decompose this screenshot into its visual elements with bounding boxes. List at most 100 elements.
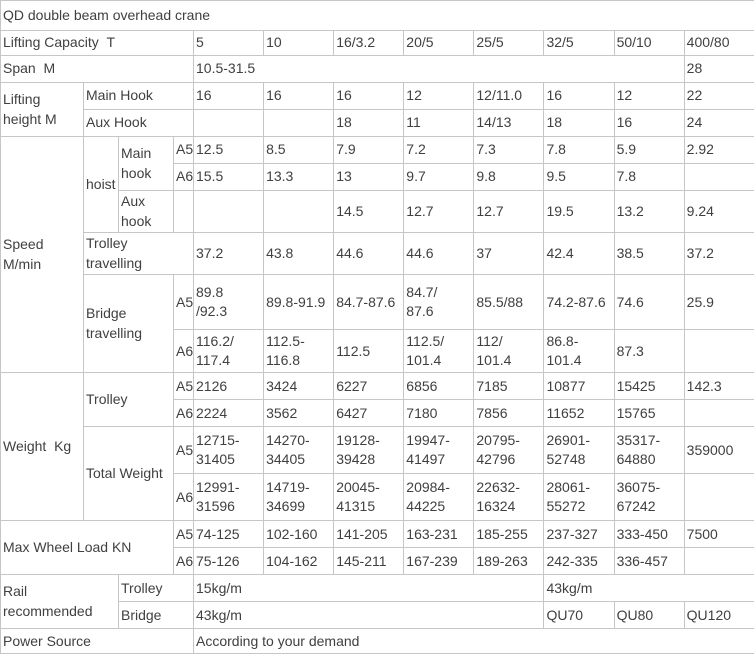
value-cell: 7.2 (404, 137, 474, 164)
table-row: QD double beam overhead crane (1, 1, 754, 31)
value-cell: 2126 (194, 373, 264, 400)
value-cell: 7856 (474, 400, 544, 427)
row-label-a5: A5 (174, 373, 194, 400)
value-cell: 19128- 39428 (334, 427, 404, 474)
value-cell: 359000 (684, 427, 754, 474)
value-cell: 7185 (474, 373, 544, 400)
value-cell: According to your demand (194, 629, 754, 654)
row-label-hoist-main-hook: Main hook (119, 137, 174, 191)
value-cell (684, 474, 754, 521)
value-cell: 16 (544, 83, 614, 110)
value-cell: 141-205 (334, 521, 404, 548)
value-cell: 15425 (614, 373, 684, 400)
row-label-a5: A5 (174, 275, 194, 330)
row-label-a6: A6 (174, 548, 194, 575)
value-cell: 13.2 (614, 191, 684, 233)
value-cell: 24 (684, 110, 754, 137)
value-cell: 189-263 (474, 548, 544, 575)
value-cell (264, 191, 334, 233)
row-label-main-hook: Main Hook (84, 83, 194, 110)
row-label-weight: Weight Kg (1, 373, 84, 521)
row-label-speed: Speed M/min (1, 137, 84, 373)
value-cell: 5.9 (614, 137, 684, 164)
table-row: Power Source According to your demand (1, 629, 754, 654)
value-cell: 10 (264, 31, 334, 56)
row-label-span: Span M (1, 56, 194, 83)
row-label-a6: A6 (174, 474, 194, 521)
value-cell: 16 (264, 83, 334, 110)
value-cell: 22 (684, 83, 754, 110)
value-cell: 16 (614, 110, 684, 137)
row-label-max-wheel-load: Max Wheel Load KN (1, 521, 174, 575)
table-row: Lifting height M Main Hook 16 16 16 12 1… (1, 83, 754, 110)
value-cell: 11652 (544, 400, 614, 427)
value-cell: 167-239 (404, 548, 474, 575)
row-label-lifting-height: Lifting height M (1, 83, 84, 137)
value-cell: 7.3 (474, 137, 544, 164)
value-cell: 20045- 41315 (334, 474, 404, 521)
value-cell: 85.5/88 (474, 275, 544, 330)
value-cell: 12.7 (404, 191, 474, 233)
row-label-rail-recommended: Rail recommended (1, 575, 119, 629)
value-cell: 87.3 (614, 330, 684, 373)
value-cell: 15kg/m (194, 575, 544, 602)
row-label-lifting-capacity: Lifting Capacity T (1, 31, 194, 56)
value-cell: 12991- 31596 (194, 474, 264, 521)
row-label-hoist: hoist (84, 137, 119, 233)
value-cell (684, 164, 754, 191)
empty-cell (174, 191, 194, 233)
value-cell: 7.8 (614, 164, 684, 191)
value-cell: 26901- 52748 (544, 427, 614, 474)
value-cell: 116.2/ 117.4 (194, 330, 264, 373)
value-cell: 44.6 (404, 233, 474, 275)
row-label-aux-hook: Aux Hook (84, 110, 194, 137)
value-cell: 13.3 (264, 164, 334, 191)
table-row: Span M 10.5-31.5 28 (1, 56, 754, 83)
value-cell: 19.5 (544, 191, 614, 233)
row-label-a5: A5 (174, 137, 194, 164)
value-cell: 242-335 (544, 548, 614, 575)
value-cell: 14270- 34405 (264, 427, 334, 474)
value-cell: 37.2 (194, 233, 264, 275)
value-cell: 84.7-87.6 (334, 275, 404, 330)
value-cell: 163-231 (404, 521, 474, 548)
value-cell: 5 (194, 31, 264, 56)
value-cell: 3562 (264, 400, 334, 427)
value-cell: 104-162 (264, 548, 334, 575)
value-cell: 38.5 (614, 233, 684, 275)
table-row: Bridge travelling A5 89.8 /92.3 89.8-91.… (1, 275, 754, 330)
value-cell: QU120 (684, 602, 754, 629)
value-cell: 112.5- 116.8 (264, 330, 334, 373)
value-cell: 333-450 (614, 521, 684, 548)
value-cell: 400/80 (684, 31, 754, 56)
value-cell: 20795- 42796 (474, 427, 544, 474)
value-cell: 6427 (334, 400, 404, 427)
value-cell: 19947- 41497 (404, 427, 474, 474)
value-cell: 74.2-87.6 (544, 275, 614, 330)
value-cell: 35317- 64880 (614, 427, 684, 474)
value-cell: 36075- 67242 (614, 474, 684, 521)
value-cell: 25.9 (684, 275, 754, 330)
value-cell: 28061- 55272 (544, 474, 614, 521)
value-cell: 75-126 (194, 548, 264, 575)
value-cell: 7180 (404, 400, 474, 427)
value-cell: QU80 (614, 602, 684, 629)
value-cell: 42.4 (544, 233, 614, 275)
value-cell: 7.9 (334, 137, 404, 164)
value-cell: 6227 (334, 373, 404, 400)
value-cell: 102-160 (264, 521, 334, 548)
table-row: Max Wheel Load KN A5 74-125 102-160 141-… (1, 521, 754, 548)
value-cell: 20/5 (404, 31, 474, 56)
table-row: Lifting Capacity T 5 10 16/3.2 20/5 25/5… (1, 31, 754, 56)
value-cell: 43.8 (264, 233, 334, 275)
row-label-rail-trolley: Trolley (119, 575, 194, 602)
value-cell: 89.8-91.9 (264, 275, 334, 330)
value-cell: 12/11.0 (474, 83, 544, 110)
value-cell: 336-457 (614, 548, 684, 575)
value-cell: 9.5 (544, 164, 614, 191)
value-cell: 3424 (264, 373, 334, 400)
value-cell: 14/13 (474, 110, 544, 137)
value-cell: 74.6 (614, 275, 684, 330)
value-cell: 185-255 (474, 521, 544, 548)
